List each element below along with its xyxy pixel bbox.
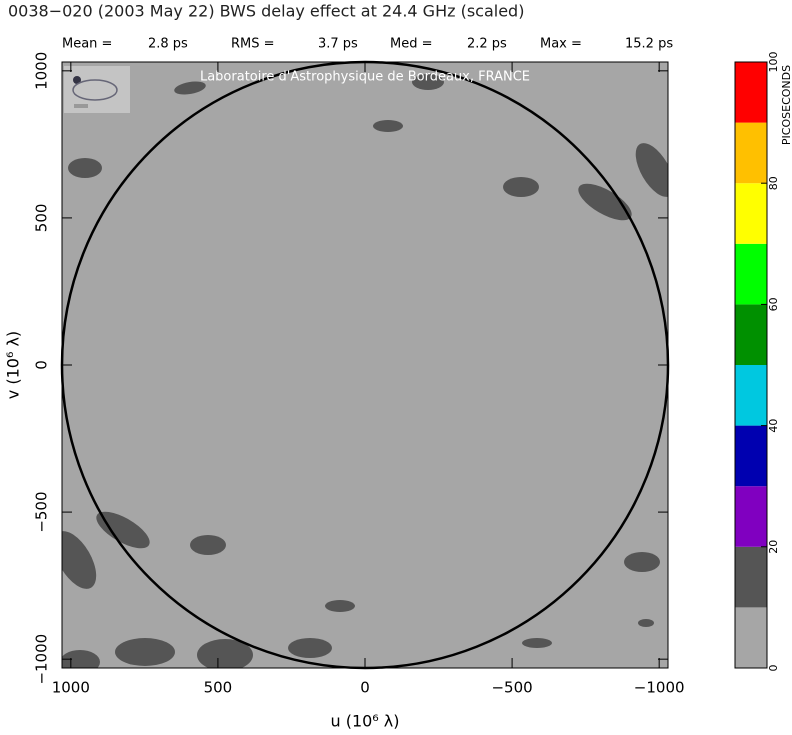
contour — [578, 183, 632, 221]
contour — [635, 143, 668, 197]
stat-label: Max = — [540, 37, 582, 52]
stat-value: 2.2 ps — [467, 37, 507, 52]
logo-dot — [73, 76, 81, 84]
stat-value: 3.7 ps — [318, 37, 358, 52]
contour — [325, 600, 355, 612]
colorbar-band — [735, 546, 767, 608]
y-tick-label: 500 — [33, 204, 51, 233]
contour — [62, 531, 97, 589]
colorbar-tick-label: 60 — [767, 297, 780, 311]
y-tick-label: 0 — [33, 360, 51, 370]
contour — [190, 535, 226, 555]
x-axis-label: u (10⁶ λ) — [330, 712, 399, 731]
stat-value: 2.8 ps — [148, 37, 188, 52]
x-tick-label: −500 — [491, 679, 532, 697]
contour — [174, 81, 206, 95]
colorbar-band — [735, 304, 767, 365]
watermark: Laboratoire d'Astrophysique de Bordeaux,… — [200, 70, 530, 85]
logo — [64, 66, 130, 113]
colorbar-band — [735, 243, 767, 305]
colorbar-frame — [734, 61, 768, 669]
contour — [412, 74, 444, 90]
contour — [288, 638, 332, 658]
contour — [197, 639, 253, 668]
colorbar-tick-label: 40 — [767, 419, 780, 433]
stat-label: Mean = — [62, 37, 112, 52]
y-tick-label: −500 — [33, 491, 51, 532]
colorbar-tick-label: 100 — [767, 52, 780, 73]
x-tick-label: 1000 — [52, 679, 90, 697]
contour — [373, 120, 403, 132]
plot-background — [62, 62, 668, 668]
y-tick-label: 1000 — [33, 52, 51, 90]
contour — [503, 177, 539, 197]
contour — [115, 638, 175, 666]
x-tick-label: 500 — [204, 679, 233, 697]
colorbar-band — [735, 62, 767, 123]
colorbar-band — [735, 425, 767, 487]
colorbar-band — [735, 183, 767, 244]
colorbar-tick-label: 80 — [767, 176, 780, 190]
delay-contours — [62, 74, 668, 668]
contour — [638, 619, 654, 627]
colorbar-tick-label: 0 — [767, 665, 780, 672]
y-tick-label: −1000 — [33, 634, 51, 685]
stat-label: RMS = — [231, 37, 275, 52]
x-tick-label: −1000 — [634, 679, 685, 697]
stat-value: 15.2 ps — [625, 37, 673, 52]
contour — [522, 638, 552, 648]
chart-title: 0038−020 (2003 May 22) BWS delay effect … — [8, 2, 524, 21]
colorbar-band — [735, 486, 767, 547]
logo-orbit — [72, 79, 118, 101]
colorbar-tick-label: 20 — [767, 540, 780, 554]
colorbar-band — [735, 607, 767, 668]
logo-bar — [74, 104, 88, 108]
colorbar-label: PICOSECONDS — [780, 65, 792, 145]
colorbar-band — [735, 122, 767, 184]
contour — [624, 552, 660, 572]
x-tick-label: 0 — [360, 679, 370, 697]
contour — [68, 158, 102, 178]
stat-label: Med = — [390, 37, 433, 52]
contour — [96, 511, 150, 549]
y-axis-label: v (10⁶ λ) — [4, 331, 23, 399]
colorbar-band — [735, 365, 767, 426]
logo-box — [64, 66, 130, 113]
contour — [62, 650, 100, 668]
